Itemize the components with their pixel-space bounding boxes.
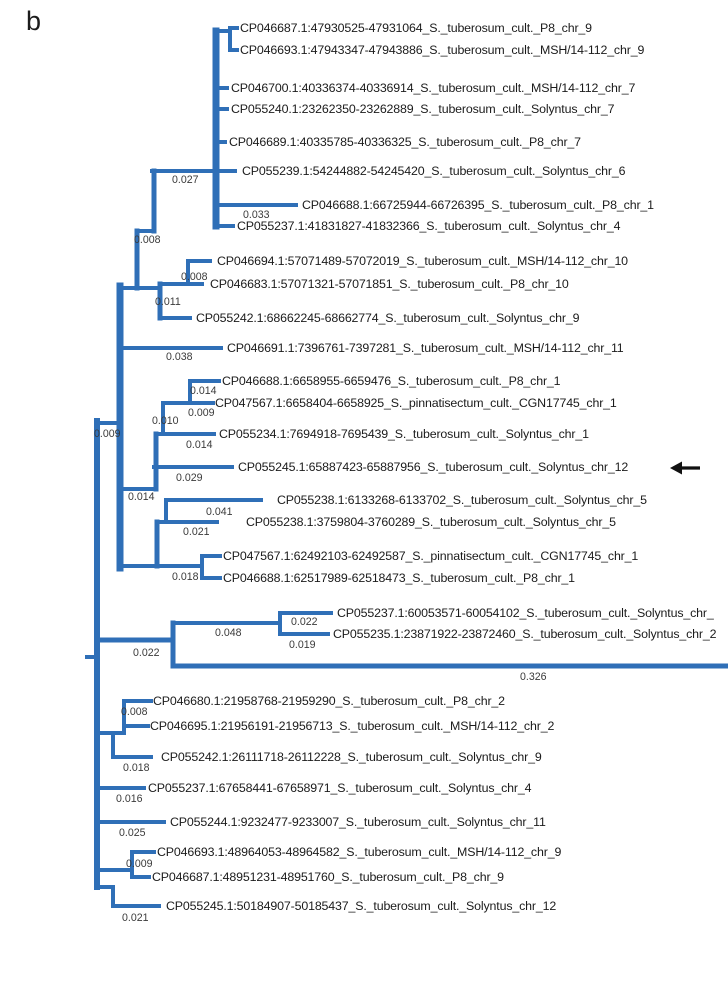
support-value-label: 0.041: [206, 506, 233, 518]
tip-label: CP047567.1:6658404-6658925_S._pinnatisec…: [215, 396, 617, 410]
support-value-label: 0.010: [152, 415, 179, 427]
tip-label: CP046691.1:7396761-7397281_S._tuberosum_…: [227, 341, 624, 355]
support-value-label: 0.009: [188, 407, 215, 419]
tip-label: CP055244.1:9232477-9233007_S._tuberosum_…: [170, 815, 546, 829]
tip-label: CP046688.1:6658955-6659476_S._tuberosum_…: [222, 374, 561, 388]
tip-label: CP055238.1:6133268-6133702_S._tuberosum_…: [277, 493, 647, 507]
tip-label-layer: CP046687.1:47930525-47931064_S._tuberosu…: [148, 21, 717, 913]
support-label-layer: 0.027 0.033 0.008 0.008 0.011 0.038 0.014 0.009…: [94, 174, 547, 924]
tip-label: CP055234.1:7694918-7695439_S._tuberosum_…: [219, 427, 589, 441]
support-value-label: 0.008: [134, 234, 161, 246]
tip-label: CP055237.1:67658441-67658971_S._tuberosu…: [148, 781, 532, 795]
support-value-label: 0.008: [121, 706, 148, 718]
support-value-label: 0.022: [133, 647, 160, 659]
support-value-label: 0.018: [172, 571, 199, 583]
panel-label: b: [26, 6, 42, 36]
tip-label: CP046693.1:47943347-47943886_S._tuberosu…: [240, 43, 644, 57]
tip-label: CP055245.1:65887423-65887956_S._tuberosu…: [238, 460, 628, 474]
tip-label: CP046687.1:47930525-47931064_S._tuberosu…: [240, 21, 592, 35]
tip-label: CP046700.1:40336374-40336914_S._tuberosu…: [231, 81, 635, 95]
tip-label: CP046680.1:21958768-21959290_S._tuberosu…: [153, 694, 505, 708]
tip-label: CP046689.1:40335785-40336325_S._tuberosu…: [229, 135, 581, 149]
support-value-label: 0.016: [116, 793, 143, 805]
tip-label: CP055242.1:26111718-26112228_S._tuberosu…: [161, 750, 542, 764]
tip-label: CP046688.1:62517989-62518473_S._tuberosu…: [223, 571, 575, 585]
support-value-label: 0.033: [243, 209, 270, 221]
support-value-label: 0.021: [183, 526, 210, 538]
support-value-label: 0.014: [186, 439, 213, 451]
tip-label: CP055237.1:41831827-41832366_S._tuberosu…: [237, 219, 621, 233]
support-value-label: 0.027: [172, 174, 199, 186]
tip-label: CP055238.1:3759804-3760289_S._tuberosum_…: [246, 515, 616, 529]
support-value-label: 0.021: [122, 912, 149, 924]
tip-label: CP055245.1:50184907-50185437_S._tuberosu…: [166, 899, 556, 913]
tip-label: CP046693.1:48964053-48964582_S._tuberosu…: [157, 845, 561, 859]
tip-label: CP055242.1:68662245-68662774_S._tuberosu…: [196, 311, 580, 325]
support-value-label: 0.326: [520, 671, 547, 683]
support-value-label: 0.038: [166, 351, 193, 363]
support-value-label: 0.048: [215, 627, 242, 639]
support-value-label: 0.022: [291, 616, 318, 628]
left-arrow-head-icon: [670, 461, 682, 475]
tip-label: CP055239.1:54244882-54245420_S._tuberosu…: [242, 164, 626, 178]
highlight-arrow-layer: [670, 461, 700, 475]
tip-label: CP046683.1:57071321-57071851_S._tuberosu…: [210, 277, 569, 291]
support-value-label: 0.014: [190, 385, 217, 397]
tip-label: CP055237.1:60053571-60054102_S._tuberosu…: [337, 606, 715, 620]
support-value-label: 0.009: [126, 858, 153, 870]
tip-label: CP055235.1:23871922-23872460_S._tuberosu…: [333, 627, 717, 641]
support-value-label: 0.029: [176, 472, 203, 484]
tip-label: CP046695.1:21956191-21956713_S._tuberosu…: [150, 719, 554, 733]
branch-layer: [85, 26, 728, 908]
support-value-label: 0.019: [289, 639, 316, 651]
tip-label: CP046694.1:57071489-57072019_S._tuberosu…: [217, 254, 628, 268]
support-value-label: 0.014: [128, 491, 155, 503]
tip-label: CP055240.1:23262350-23262889_S._tuberosu…: [231, 102, 615, 116]
tip-label: CP046688.1:66725944-66726395_S._tuberosu…: [302, 198, 654, 212]
support-value-label: 0.008: [181, 271, 208, 283]
support-value-label: 0.009: [94, 428, 121, 440]
support-value-label: 0.018: [123, 762, 150, 774]
tip-label: CP046687.1:48951231-48951760_S._tuberosu…: [152, 870, 504, 884]
support-value-label: 0.025: [119, 827, 146, 839]
tip-label: CP047567.1:62492103-62492587_S._pinnatis…: [223, 549, 638, 563]
support-value-label: 0.011: [155, 296, 181, 308]
